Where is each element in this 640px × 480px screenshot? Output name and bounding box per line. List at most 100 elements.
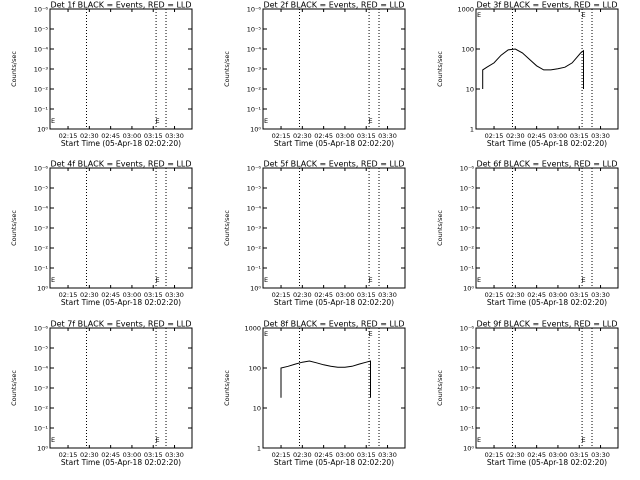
event-marker: E <box>155 436 159 444</box>
x-tick-label: 02:45 <box>527 291 546 299</box>
x-tick-label: 02:15 <box>59 132 78 140</box>
x-tick-label: 02:30 <box>506 451 525 459</box>
y-axis-label: Counts/sec <box>436 370 444 406</box>
plot-frame <box>475 167 619 289</box>
x-tick-label: 03:15 <box>144 291 163 299</box>
y-tick-label: 10⁻¹ <box>460 265 475 273</box>
plot-frame <box>49 327 193 449</box>
y-axis-label: Counts/sec <box>223 210 231 246</box>
y-tick-label: 10⁻⁶ <box>247 165 262 173</box>
event-marker: E <box>581 11 585 19</box>
x-tick-label: 03:00 <box>549 451 568 459</box>
y-tick-label: 10⁻² <box>460 405 475 413</box>
y-tick-label: 10⁰ <box>463 285 474 293</box>
event-marker: E <box>581 436 585 444</box>
x-tick-label: 03:30 <box>591 291 610 299</box>
event-marker: E <box>477 436 481 444</box>
y-tick-label: 10⁻⁵ <box>34 26 49 34</box>
x-tick-label: 02:45 <box>101 132 120 140</box>
x-axis-label: Start Time (05-Apr-18 02:02:20) <box>61 139 181 148</box>
x-tick-label: 02:15 <box>485 451 504 459</box>
x-tick-label: 02:45 <box>101 451 120 459</box>
y-tick-label: 10⁻³ <box>247 66 262 74</box>
y-tick-label: 10⁻⁶ <box>247 6 262 14</box>
x-tick-label: 03:15 <box>570 451 589 459</box>
y-tick-label: 10⁻⁶ <box>34 165 49 173</box>
y-tick-label: 10⁻⁴ <box>34 46 49 54</box>
x-tick-label: 03:30 <box>165 132 184 140</box>
x-axis-label: Start Time (05-Apr-18 02:02:20) <box>274 458 394 467</box>
y-tick-label: 10⁻¹ <box>460 425 475 433</box>
y-tick-label: 10⁻⁴ <box>247 46 262 54</box>
y-axis-label: Counts/sec <box>223 51 231 87</box>
event-marker: E <box>51 436 55 444</box>
x-tick-label: 02:15 <box>272 132 291 140</box>
x-tick-label: 03:00 <box>123 132 142 140</box>
x-tick-label: 03:15 <box>144 451 163 459</box>
y-tick-label: 10⁻⁶ <box>34 325 49 333</box>
plot-frame <box>262 327 406 449</box>
y-tick-label: 100 <box>462 46 474 54</box>
x-tick-label: 02:45 <box>527 132 546 140</box>
x-tick-label: 03:30 <box>591 451 610 459</box>
y-tick-label: 10⁻² <box>247 86 262 94</box>
y-tick-label: 1000 <box>457 6 474 14</box>
y-axis-label: Counts/sec <box>436 210 444 246</box>
plot-frame <box>262 8 406 130</box>
x-tick-label: 02:45 <box>314 291 333 299</box>
y-tick-label: 1 <box>257 445 261 453</box>
y-tick-label: 10⁻⁴ <box>247 205 262 213</box>
y-tick-label: 10⁻² <box>247 245 262 253</box>
x-tick-label: 02:15 <box>485 132 504 140</box>
x-tick-label: 03:30 <box>378 132 397 140</box>
y-tick-label: 1000 <box>244 325 261 333</box>
x-tick-label: 03:30 <box>378 291 397 299</box>
x-axis-label: Start Time (05-Apr-18 02:02:20) <box>274 298 394 307</box>
event-marker: E <box>51 117 55 125</box>
x-tick-label: 03:00 <box>336 132 355 140</box>
event-marker: E <box>264 330 268 338</box>
event-marker: E <box>155 276 159 284</box>
y-tick-label: 10⁰ <box>463 445 474 453</box>
y-tick-label: 10⁻⁶ <box>460 165 475 173</box>
plot-frame <box>49 8 193 130</box>
y-axis-label: Counts/sec <box>10 51 18 87</box>
y-tick-label: 10⁻³ <box>460 225 475 233</box>
x-tick-label: 02:30 <box>293 291 312 299</box>
x-tick-label: 02:45 <box>314 451 333 459</box>
x-axis-label: Start Time (05-Apr-18 02:02:20) <box>487 458 607 467</box>
y-tick-label: 10⁻⁶ <box>34 6 49 14</box>
y-tick-label: 10⁻² <box>34 405 49 413</box>
y-axis-label: Counts/sec <box>223 370 231 406</box>
y-tick-label: 10⁰ <box>250 126 261 134</box>
x-tick-label: 02:30 <box>293 132 312 140</box>
event-marker: E <box>368 276 372 284</box>
chart-title: Det 2f BLACK = Events, RED = LLD <box>263 1 404 10</box>
event-marker: E <box>155 117 159 125</box>
event-marker: E <box>264 276 268 284</box>
y-tick-label: 10⁻¹ <box>34 106 49 114</box>
x-tick-label: 03:30 <box>165 451 184 459</box>
chart-title: Det 5f BLACK = Events, RED = LLD <box>263 160 404 169</box>
y-tick-label: 10⁻⁵ <box>460 345 475 353</box>
y-tick-label: 10⁻¹ <box>34 425 49 433</box>
x-tick-label: 03:15 <box>570 132 589 140</box>
x-tick-label: 02:15 <box>485 291 504 299</box>
x-tick-label: 02:30 <box>80 132 99 140</box>
y-tick-label: 10⁻⁴ <box>34 365 49 373</box>
event-marker: E <box>51 276 55 284</box>
y-tick-label: 10⁻⁵ <box>460 185 475 193</box>
x-tick-label: 03:30 <box>591 132 610 140</box>
x-axis-label: Start Time (05-Apr-18 02:02:20) <box>61 298 181 307</box>
x-tick-label: 02:45 <box>314 132 333 140</box>
y-tick-label: 10⁻⁶ <box>460 325 475 333</box>
y-axis-label: Counts/sec <box>10 370 18 406</box>
y-tick-label: 10⁻³ <box>460 385 475 393</box>
